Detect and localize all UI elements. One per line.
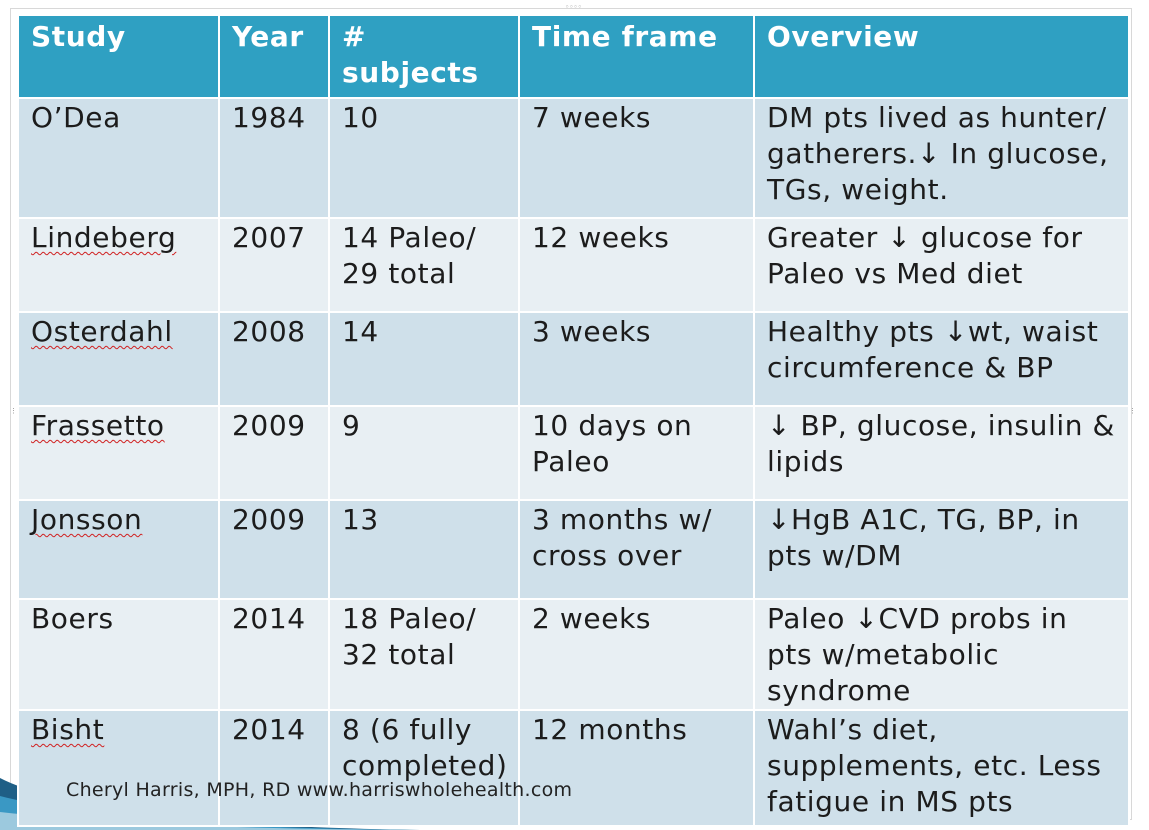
resize-handle-left[interactable]: ⋮ <box>10 407 17 415</box>
year-cell: 2014 <box>218 709 330 827</box>
overview-cell: Paleo ↓CVD probs in pts w/metabolic synd… <box>753 598 1130 711</box>
year-cell: 2014 <box>218 598 330 711</box>
table-row: Boers 2014 18 Paleo/ 32 total 2 weeks Pa… <box>17 598 1130 711</box>
year-cell: 2009 <box>218 499 330 600</box>
overview-cell: DM pts lived as hunter/ gatherers.↓ In g… <box>753 97 1130 219</box>
study-cell: Bisht <box>17 709 220 827</box>
subjects-cell: 14 <box>328 311 520 407</box>
subjects-cell: 10 <box>328 97 520 219</box>
timeframe-cell: 3 weeks <box>518 311 755 407</box>
overview-cell: Greater ↓ glucose for Paleo vs Med diet <box>753 217 1130 313</box>
subjects-cell: 9 <box>328 405 520 501</box>
subjects-cell: 13 <box>328 499 520 600</box>
spellcheck-underline: Bisht <box>31 713 105 746</box>
overview-cell: Healthy pts ↓wt, waist circumference & B… <box>753 311 1130 407</box>
timeframe-cell: 3 months w/ cross over <box>518 499 755 600</box>
overview-cell: ↓ BP, glucose, insulin & lipids <box>753 405 1130 501</box>
table-row: Frassetto 2009 9 10 days on Paleo ↓ BP, … <box>17 405 1130 501</box>
study-cell: Frassetto <box>17 405 220 501</box>
table-row: Bisht 2014 8 (6 fully completed) 12 mont… <box>17 709 1130 827</box>
study-cell: Jonsson <box>17 499 220 600</box>
table-row: Osterdahl 2008 14 3 weeks Healthy pts ↓w… <box>17 311 1130 407</box>
table-row: O’Dea 1984 10 7 weeks DM pts lived as hu… <box>17 97 1130 219</box>
subjects-cell: 8 (6 fully completed) <box>328 709 520 827</box>
timeframe-cell: 7 weeks <box>518 97 755 219</box>
timeframe-cell: 10 days on Paleo <box>518 405 755 501</box>
table-row: Jonsson 2009 13 3 months w/ cross over ↓… <box>17 499 1130 600</box>
footer-credit: Cheryl Harris, MPH, RD www.harriswholehe… <box>66 779 573 801</box>
study-cell: Lindeberg <box>17 217 220 313</box>
header-study: Study <box>17 14 220 99</box>
year-cell: 1984 <box>218 97 330 219</box>
study-cell: Osterdahl <box>17 311 220 407</box>
spellcheck-underline: Osterdahl <box>31 315 173 348</box>
header-row: Study Year # subjects Time frame Overvie… <box>17 14 1130 99</box>
spellcheck-underline: Lindeberg <box>31 221 177 254</box>
year-cell: 2008 <box>218 311 330 407</box>
study-cell: O’Dea <box>17 97 220 219</box>
resize-handle-right[interactable]: ⋮ <box>1129 407 1136 415</box>
header-overview: Overview <box>753 14 1130 99</box>
studies-table: Study Year # subjects Time frame Overvie… <box>17 14 1130 827</box>
header-year: Year <box>218 14 330 99</box>
overview-cell: Wahl’s diet, supplements, etc. Less fati… <box>753 709 1130 827</box>
spellcheck-underline: Frassetto <box>31 409 165 442</box>
subjects-cell: 14 Paleo/ 29 total <box>328 217 520 313</box>
resize-handle-top[interactable]: ◦◦◦◦ <box>565 3 582 11</box>
timeframe-cell: 12 months <box>518 709 755 827</box>
table-row: Lindeberg 2007 14 Paleo/ 29 total 12 wee… <box>17 217 1130 313</box>
study-cell: Boers <box>17 598 220 711</box>
overview-cell: ↓HgB A1C, TG, BP, in pts w/DM <box>753 499 1130 600</box>
timeframe-cell: 12 weeks <box>518 217 755 313</box>
subjects-cell: 18 Paleo/ 32 total <box>328 598 520 711</box>
header-subjects: # subjects <box>328 14 520 99</box>
year-cell: 2009 <box>218 405 330 501</box>
header-time-frame: Time frame <box>518 14 755 99</box>
timeframe-cell: 2 weeks <box>518 598 755 711</box>
spellcheck-underline: Jonsson <box>31 503 143 536</box>
year-cell: 2007 <box>218 217 330 313</box>
